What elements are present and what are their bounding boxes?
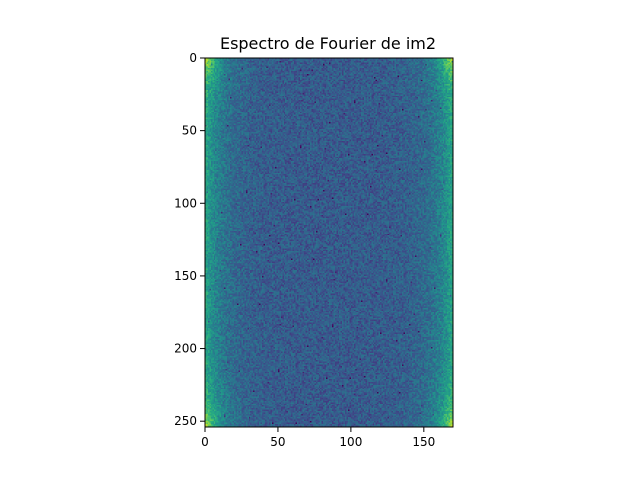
x-tick-label: 0 xyxy=(201,435,209,449)
y-tick-label: 250 xyxy=(174,414,197,428)
y-tick-label: 50 xyxy=(182,124,197,138)
y-tick-label: 0 xyxy=(189,51,197,65)
heatmap xyxy=(205,58,453,427)
y-axis: 0 50 100 150 200 250 xyxy=(174,51,205,428)
chart-title: Espectro de Fourier de im2 xyxy=(220,34,436,53)
fourier-spectrum-image xyxy=(205,58,453,427)
x-tick-label: 50 xyxy=(270,435,285,449)
y-tick-label: 150 xyxy=(174,269,197,283)
axes-frame xyxy=(204,57,454,428)
x-axis: 0 50 100 150 xyxy=(201,427,435,449)
x-tick-label: 150 xyxy=(412,435,435,449)
x-tick-label: 100 xyxy=(339,435,362,449)
y-tick-label: 100 xyxy=(174,196,197,210)
y-tick-label: 200 xyxy=(174,342,197,356)
